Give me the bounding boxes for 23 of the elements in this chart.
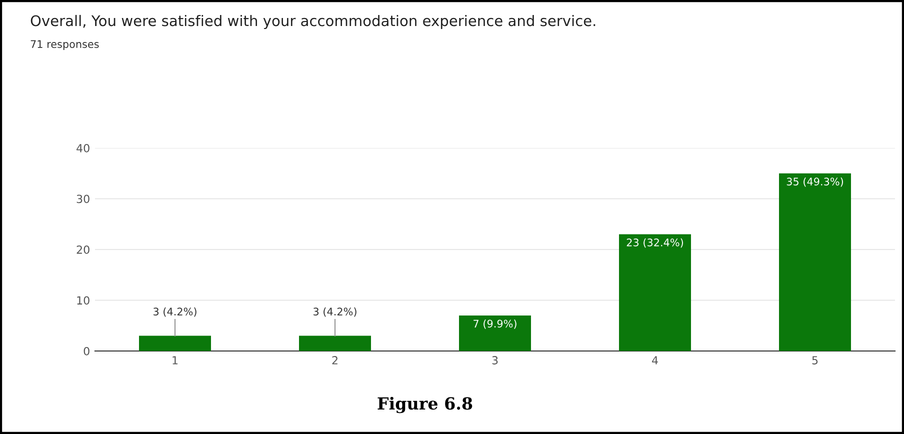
data-label: 35 (49.3%)	[786, 177, 843, 187]
x-tick-label: 5	[812, 356, 818, 364]
chart-title: Overall, You were satisfied with your accommodation experience and service.	[30, 14, 596, 30]
bar	[299, 336, 371, 351]
data-label: 23 (32.4%)	[626, 238, 683, 248]
y-tick-label: 10	[77, 296, 90, 305]
x-tick-label: 2	[332, 356, 338, 364]
x-tick-label: 1	[172, 356, 178, 364]
y-tick-label: 0	[84, 346, 90, 356]
y-tick-label: 20	[76, 245, 90, 254]
y-tick-label: 40	[76, 144, 90, 152]
data-label: 3 (4.2%)	[154, 307, 196, 317]
bar	[139, 336, 211, 351]
bar	[459, 315, 531, 351]
x-tick-label: 3	[492, 356, 498, 364]
x-tick-label: 4	[652, 356, 658, 364]
caption: Figure 6.8	[378, 396, 472, 414]
data-label: 7 (9.9%)	[474, 320, 516, 329]
data-label: 3 (4.2%)	[314, 307, 356, 317]
bar	[779, 173, 851, 351]
bar	[619, 234, 691, 351]
y-tick-label: 30	[76, 194, 90, 204]
chart-subtitle: 71 responses	[30, 40, 99, 50]
